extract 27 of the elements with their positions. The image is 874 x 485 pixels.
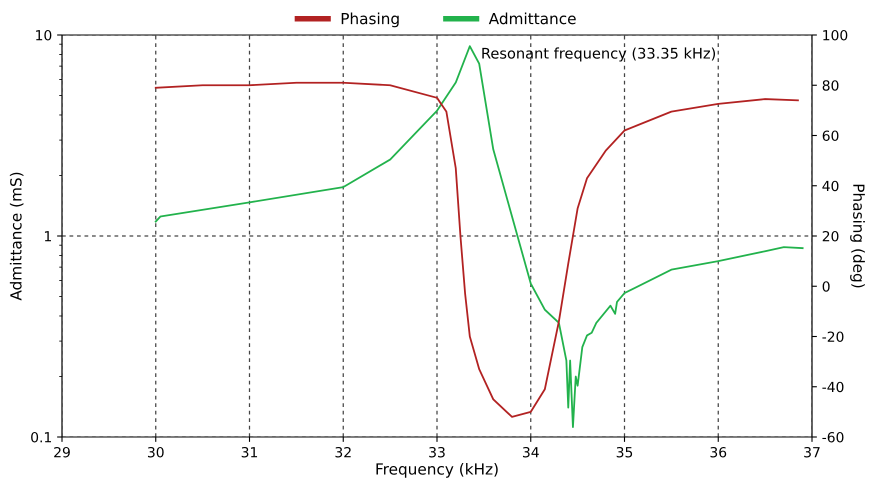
x-axis-title: Frequency (kHz) (376, 462, 498, 478)
x-tick-label: 36 (710, 446, 726, 458)
x-tick-label: 35 (616, 446, 632, 458)
y2-tick-label: -40 (822, 382, 844, 392)
x-tick-label: 33 (429, 446, 445, 458)
y2-tick-label: 100 (823, 30, 848, 40)
x-tick-label: 32 (335, 446, 351, 458)
annotation: Resonant frequency (33.35 kHz) (482, 47, 716, 62)
y2-tick-label: 0 (822, 281, 830, 292)
y-tick-label: 1 (44, 231, 51, 242)
x-tick-label: 30 (148, 446, 164, 458)
y2-tick-label: 20 (822, 230, 838, 242)
y2-tick-label: 80 (822, 80, 838, 91)
y-axis-title: Admittance (mS) (10, 172, 24, 300)
x-tick-label: 31 (242, 446, 258, 458)
y2-tick-label: -60 (822, 432, 844, 442)
y-tick-label: 10 (36, 30, 52, 40)
y-tick-label: 0.1 (31, 432, 51, 442)
x-tick-label: 34 (522, 446, 539, 458)
x-tick-label: 37 (804, 446, 820, 458)
y2-tick-label: -20 (822, 331, 844, 342)
y2-axis-title: Phasing (deg) (850, 184, 865, 288)
x-tick-label: 29 (54, 446, 70, 458)
y2-tick-label: 40 (822, 180, 838, 192)
legend-label: Phasing (342, 12, 399, 28)
y2-tick-label: 60 (822, 130, 838, 141)
legend-label: Admittance (488, 12, 576, 24)
